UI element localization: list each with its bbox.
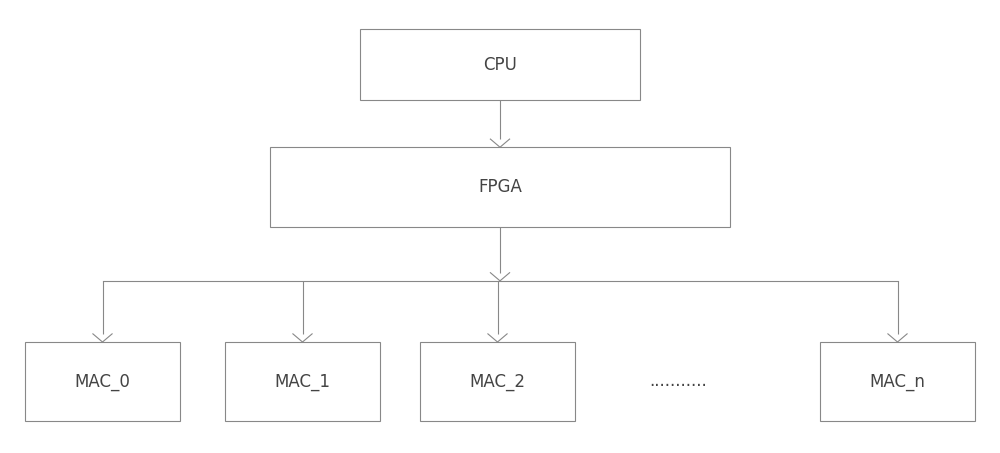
Bar	[225, 342, 380, 421]
Text: ...........: ...........	[649, 372, 707, 390]
Text: FPGA: FPGA	[478, 178, 522, 196]
Bar	[25, 342, 180, 421]
Text: MAC_2: MAC_2	[470, 373, 526, 390]
Bar	[270, 147, 730, 226]
Bar	[820, 342, 975, 421]
Bar	[360, 29, 640, 100]
Text: MAC_n: MAC_n	[870, 373, 925, 390]
Text: MAC_0: MAC_0	[75, 373, 130, 390]
Text: MAC_1: MAC_1	[274, 373, 330, 390]
Bar	[420, 342, 575, 421]
Text: CPU: CPU	[483, 56, 517, 73]
